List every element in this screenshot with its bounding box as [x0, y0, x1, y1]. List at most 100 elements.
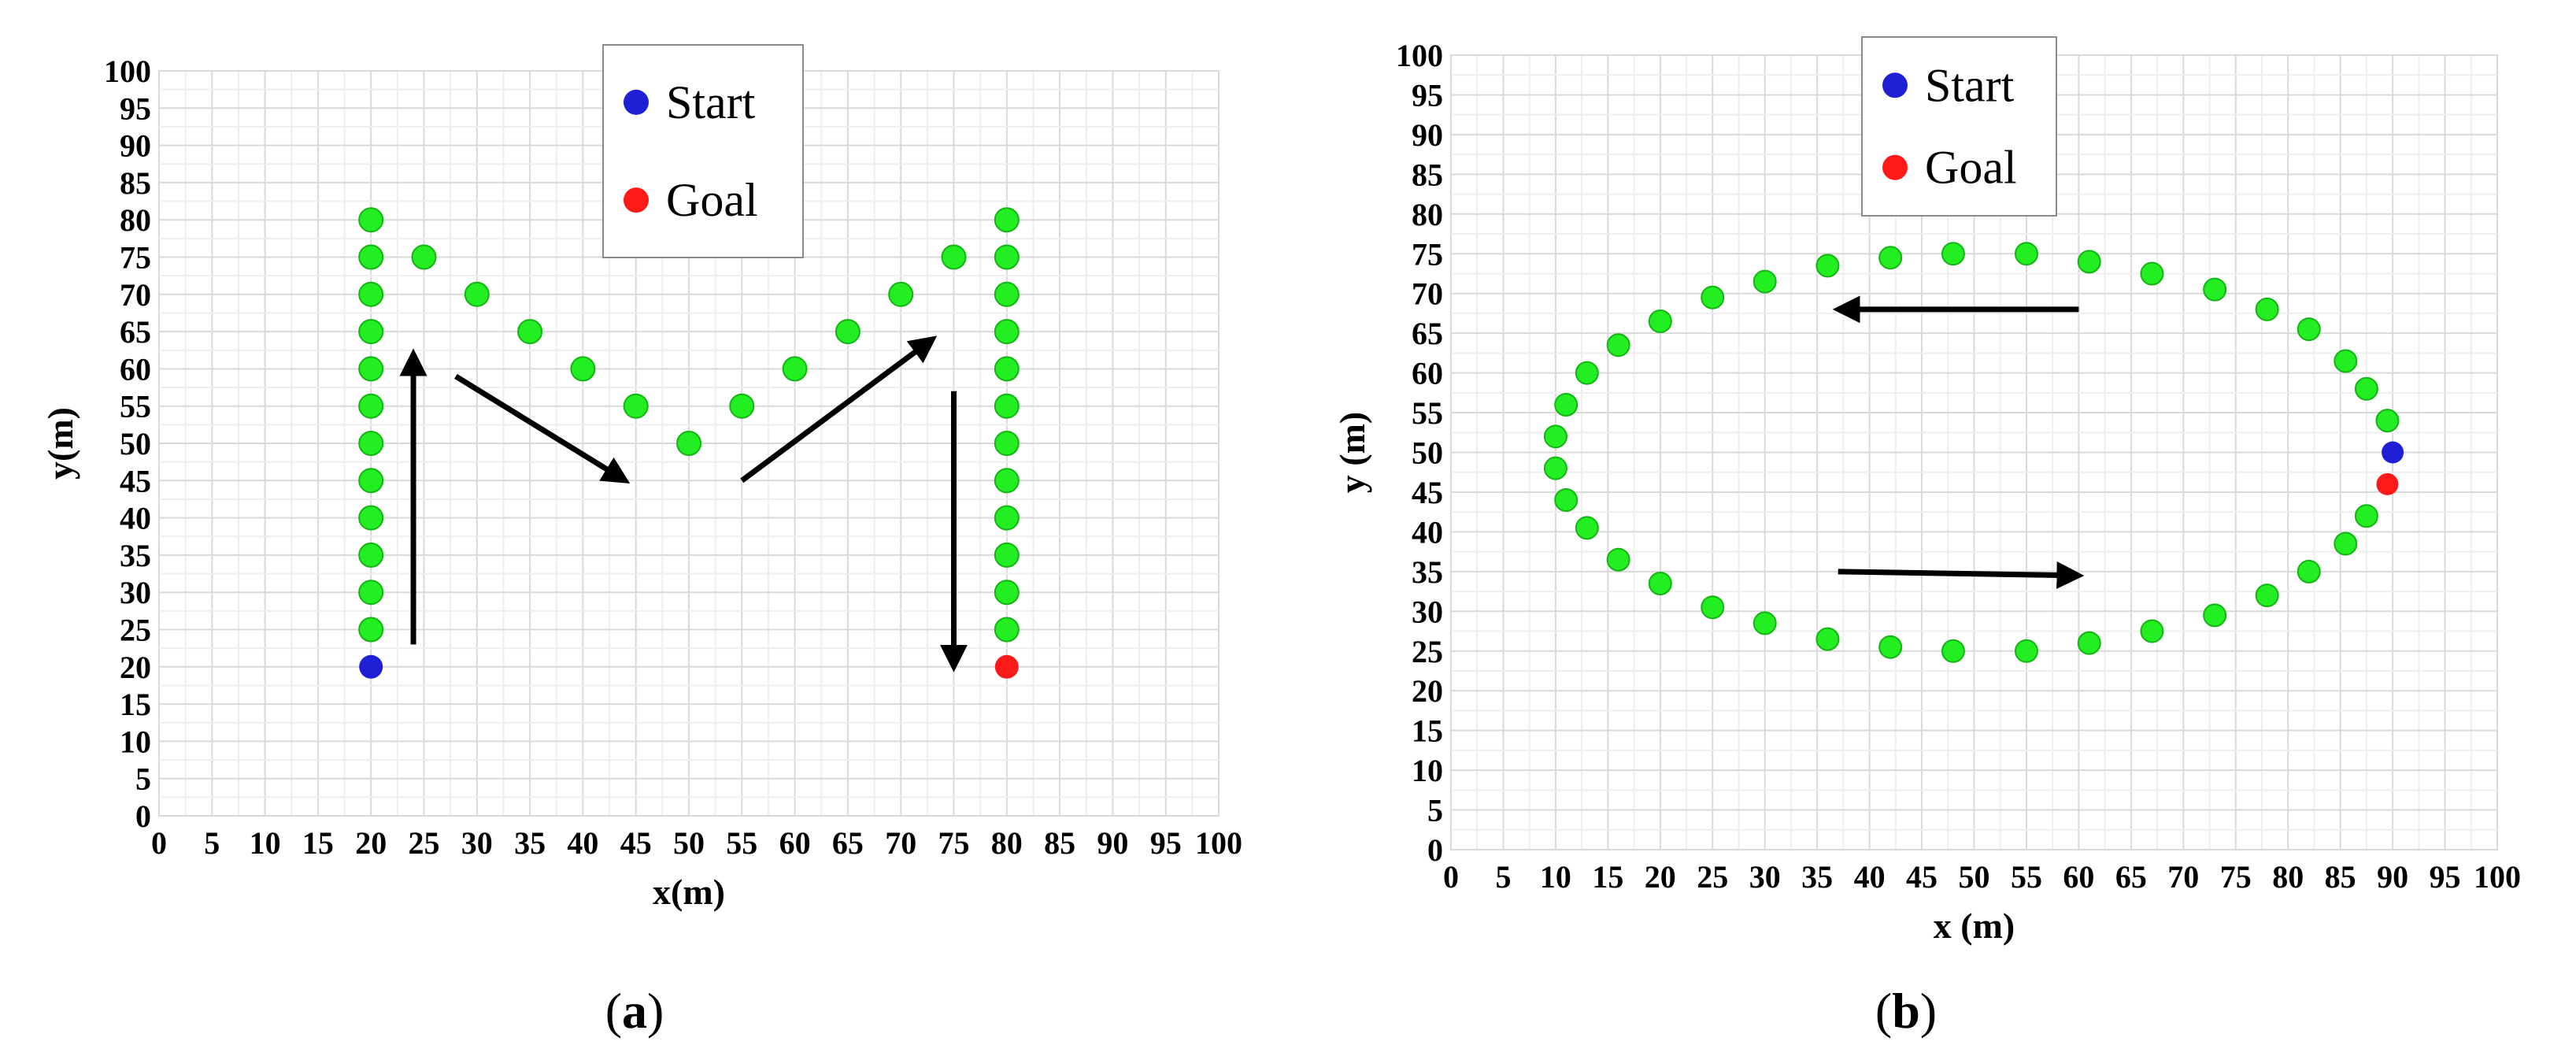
path-point [676, 431, 701, 456]
goal-point [2376, 472, 2399, 495]
y-tick-label: 15 [1412, 713, 1443, 749]
series-start [2382, 441, 2404, 464]
x-tick-label: 50 [673, 825, 705, 861]
x-tick-label: 15 [1592, 859, 1623, 895]
path-point [1575, 361, 1599, 385]
path-point [2297, 317, 2321, 342]
goal-point [994, 654, 1019, 679]
path-point [358, 505, 384, 531]
legend-label-start: Start [666, 76, 756, 128]
y-tick-label: 0 [1427, 832, 1443, 868]
y-tick-label: 75 [120, 240, 151, 276]
y-tick-label: 60 [120, 351, 151, 387]
path-point [994, 281, 1020, 307]
x-tick-label: 55 [2011, 859, 2042, 895]
y-tick-label: 45 [120, 463, 151, 498]
x-tick-label: 35 [514, 825, 546, 861]
x-tick-label: 40 [1854, 859, 1886, 895]
y-tick-label: 50 [1412, 435, 1443, 471]
path-point [994, 356, 1020, 382]
path-point [358, 207, 384, 233]
y-tick-label: 0 [135, 798, 151, 834]
legend-label-goal: Goal [666, 174, 758, 226]
legend-marker-goal [624, 187, 649, 213]
path-point [2203, 277, 2227, 302]
y-tick-label: 80 [120, 202, 151, 238]
legend-marker-goal [1882, 154, 1908, 180]
y-tick-label: 85 [1412, 157, 1443, 192]
y-tick-label: 75 [1412, 236, 1443, 272]
x-tick-label: 75 [938, 825, 970, 861]
y-tick-label: 90 [120, 128, 151, 164]
x-tick-label: 20 [1645, 859, 1676, 895]
path-point [1878, 246, 1903, 270]
x-tick-label: 80 [2272, 859, 2304, 895]
path-point [358, 319, 384, 345]
path-point [729, 393, 755, 419]
path-point [994, 468, 1020, 494]
path-point [888, 281, 914, 307]
path-point [2077, 250, 2101, 274]
grid-lines [1450, 54, 2498, 850]
path-point [835, 319, 861, 345]
x-tick-label: 45 [620, 825, 652, 861]
path-point [358, 542, 384, 568]
path-point [1878, 635, 1903, 659]
y-tick-label: 55 [1412, 395, 1443, 431]
x-tick-label: 0 [1443, 859, 1459, 895]
series-start [359, 654, 383, 679]
x-tick-label: 60 [779, 825, 811, 861]
x-tick-label: 10 [1540, 859, 1571, 895]
series-goal [994, 654, 1019, 679]
path-point [994, 207, 1020, 233]
path-point [2140, 619, 2164, 643]
chart-panel-b: 0 5 10 15 20 25 30 35 40 45 50 55 60 65 70 75 80 85 90 95 10… [1332, 36, 2521, 1039]
x-tick-label: 30 [1749, 859, 1781, 895]
y-tick-label: 25 [1412, 634, 1443, 669]
y-tick-label: 70 [120, 277, 151, 313]
x-tick-label: 5 [1495, 859, 1511, 895]
x-tick-label: 70 [885, 825, 916, 861]
start-point [2382, 441, 2404, 464]
path-point [1815, 254, 1840, 278]
path-point [1606, 547, 1630, 572]
x-tick-label: 45 [1906, 859, 1938, 895]
path-point [358, 281, 384, 307]
y-tick-label: 5 [135, 761, 151, 797]
x-tick-label: 90 [1097, 825, 1128, 861]
y-tick-label: 15 [120, 687, 151, 722]
path-point [623, 393, 649, 419]
path-point [2255, 584, 2279, 608]
path-point [2297, 559, 2321, 584]
x-tick-label: 80 [991, 825, 1023, 861]
path-point [1701, 285, 1725, 309]
y-tick-label: 45 [1412, 475, 1443, 510]
x-axis-label: x(m) [653, 872, 725, 912]
grid-lines [158, 70, 1220, 817]
path-point [2375, 409, 2400, 433]
x-tick-label: 5 [204, 825, 220, 861]
x-tick-label: 85 [1044, 825, 1075, 861]
y-tick-label: 100 [104, 54, 151, 89]
x-tick-label: 0 [151, 825, 167, 861]
x-tick-label: 95 [2430, 859, 2461, 895]
x-tick-label: 75 [2220, 859, 2252, 895]
path-point [994, 617, 1020, 643]
x-tick-label: 65 [832, 825, 864, 861]
path-point [782, 356, 808, 382]
series-goal [2376, 472, 2399, 495]
y-tick-label: 95 [1412, 77, 1443, 113]
path-point [1648, 309, 1672, 334]
y-tick-label: 70 [1412, 276, 1443, 312]
x-tick-label: 95 [1150, 825, 1182, 861]
y-tick-label: 10 [1412, 753, 1443, 788]
x-axis-label: x (m) [1934, 906, 2015, 946]
path-point [1543, 424, 1567, 449]
path-point [1941, 242, 1965, 266]
legend-box [1861, 36, 2057, 217]
y-tick-label: 90 [1412, 117, 1443, 153]
y-tick-label: 50 [120, 426, 151, 461]
path-point [2014, 639, 2038, 663]
x-tick-label: 90 [2377, 859, 2408, 895]
path-point [1554, 392, 1579, 417]
